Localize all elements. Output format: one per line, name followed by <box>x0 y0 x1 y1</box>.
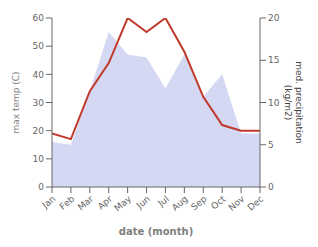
svg-text:10: 10 <box>268 98 280 108</box>
svg-text:40: 40 <box>33 70 45 80</box>
svg-text:Feb: Feb <box>58 194 77 212</box>
svg-text:Jul: Jul <box>155 194 171 209</box>
svg-text:Jun: Jun <box>134 194 152 211</box>
svg-text:Jan: Jan <box>40 194 58 211</box>
svg-text:15: 15 <box>268 55 279 65</box>
svg-text:Apr: Apr <box>96 194 115 212</box>
svg-text:20: 20 <box>268 13 280 23</box>
svg-text:med. precipitation(kg/m2): med. precipitation(kg/m2) <box>283 61 304 143</box>
svg-text:Sep: Sep <box>189 194 209 213</box>
svg-text:May: May <box>112 193 133 213</box>
svg-text:60: 60 <box>33 13 45 23</box>
svg-text:50: 50 <box>33 41 45 51</box>
svg-text:20: 20 <box>33 126 45 136</box>
svg-text:30: 30 <box>33 98 45 108</box>
svg-text:0: 0 <box>38 182 44 192</box>
svg-text:Dec: Dec <box>246 194 266 213</box>
svg-text:date (month): date (month) <box>119 226 193 237</box>
svg-text:Mar: Mar <box>76 194 96 213</box>
svg-text:5: 5 <box>268 140 274 150</box>
svg-text:max temp (C): max temp (C) <box>11 71 21 133</box>
svg-text:Nov: Nov <box>227 193 247 212</box>
svg-text:Oct: Oct <box>209 193 228 211</box>
svg-text:10: 10 <box>33 154 45 164</box>
svg-text:0: 0 <box>268 182 274 192</box>
svg-text:Aug: Aug <box>170 194 190 213</box>
